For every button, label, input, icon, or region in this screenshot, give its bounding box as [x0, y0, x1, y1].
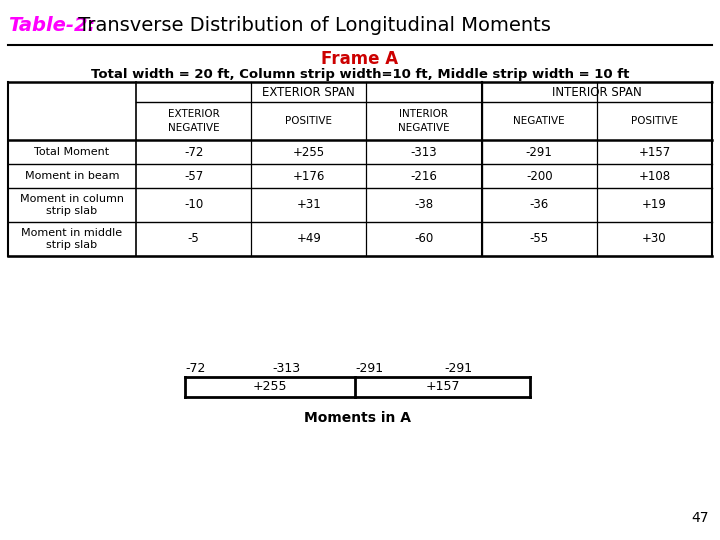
- Text: -72: -72: [184, 145, 203, 159]
- Text: +31: +31: [297, 199, 321, 212]
- Text: NEGATIVE: NEGATIVE: [513, 116, 565, 126]
- Text: -291: -291: [526, 145, 553, 159]
- Text: Total Moment: Total Moment: [35, 147, 109, 157]
- Text: -216: -216: [410, 170, 438, 183]
- Text: -10: -10: [184, 199, 203, 212]
- Text: -55: -55: [530, 233, 549, 246]
- Text: -36: -36: [530, 199, 549, 212]
- Text: +176: +176: [292, 170, 325, 183]
- Text: 47: 47: [691, 511, 708, 525]
- Text: +49: +49: [297, 233, 321, 246]
- Text: INTERIOR SPAN: INTERIOR SPAN: [552, 85, 642, 98]
- Text: -200: -200: [526, 170, 552, 183]
- Text: -5: -5: [188, 233, 199, 246]
- Text: -72: -72: [185, 362, 205, 375]
- Text: -313: -313: [410, 145, 437, 159]
- Text: POSITIVE: POSITIVE: [285, 116, 333, 126]
- Text: EXTERIOR SPAN: EXTERIOR SPAN: [262, 85, 355, 98]
- Text: Moment in middle
strip slab: Moment in middle strip slab: [22, 228, 122, 250]
- Text: POSITIVE: POSITIVE: [631, 116, 678, 126]
- Text: -291: -291: [355, 362, 383, 375]
- Text: Transverse Distribution of Longitudinal Moments: Transverse Distribution of Longitudinal …: [72, 16, 551, 35]
- Text: Moment in beam: Moment in beam: [24, 171, 120, 181]
- Text: +255: +255: [293, 145, 325, 159]
- Text: Moment in column
strip slab: Moment in column strip slab: [20, 194, 124, 216]
- Text: Moments in A: Moments in A: [304, 411, 411, 425]
- Text: -313: -313: [272, 362, 300, 375]
- Text: EXTERIOR
NEGATIVE: EXTERIOR NEGATIVE: [168, 110, 220, 133]
- Text: -38: -38: [415, 199, 433, 212]
- Text: Table-2:: Table-2:: [8, 16, 95, 35]
- Text: -291: -291: [444, 362, 472, 375]
- Text: -60: -60: [415, 233, 433, 246]
- Text: Total width = 20 ft, Column strip width=10 ft, Middle strip width = 10 ft: Total width = 20 ft, Column strip width=…: [91, 68, 629, 81]
- Text: +157: +157: [426, 381, 460, 394]
- Text: +19: +19: [642, 199, 667, 212]
- Text: INTERIOR
NEGATIVE: INTERIOR NEGATIVE: [398, 110, 450, 133]
- Text: -57: -57: [184, 170, 203, 183]
- Text: +30: +30: [642, 233, 667, 246]
- Text: +255: +255: [253, 381, 287, 394]
- Text: +108: +108: [639, 170, 670, 183]
- Text: +157: +157: [638, 145, 670, 159]
- Text: Frame A: Frame A: [321, 50, 399, 68]
